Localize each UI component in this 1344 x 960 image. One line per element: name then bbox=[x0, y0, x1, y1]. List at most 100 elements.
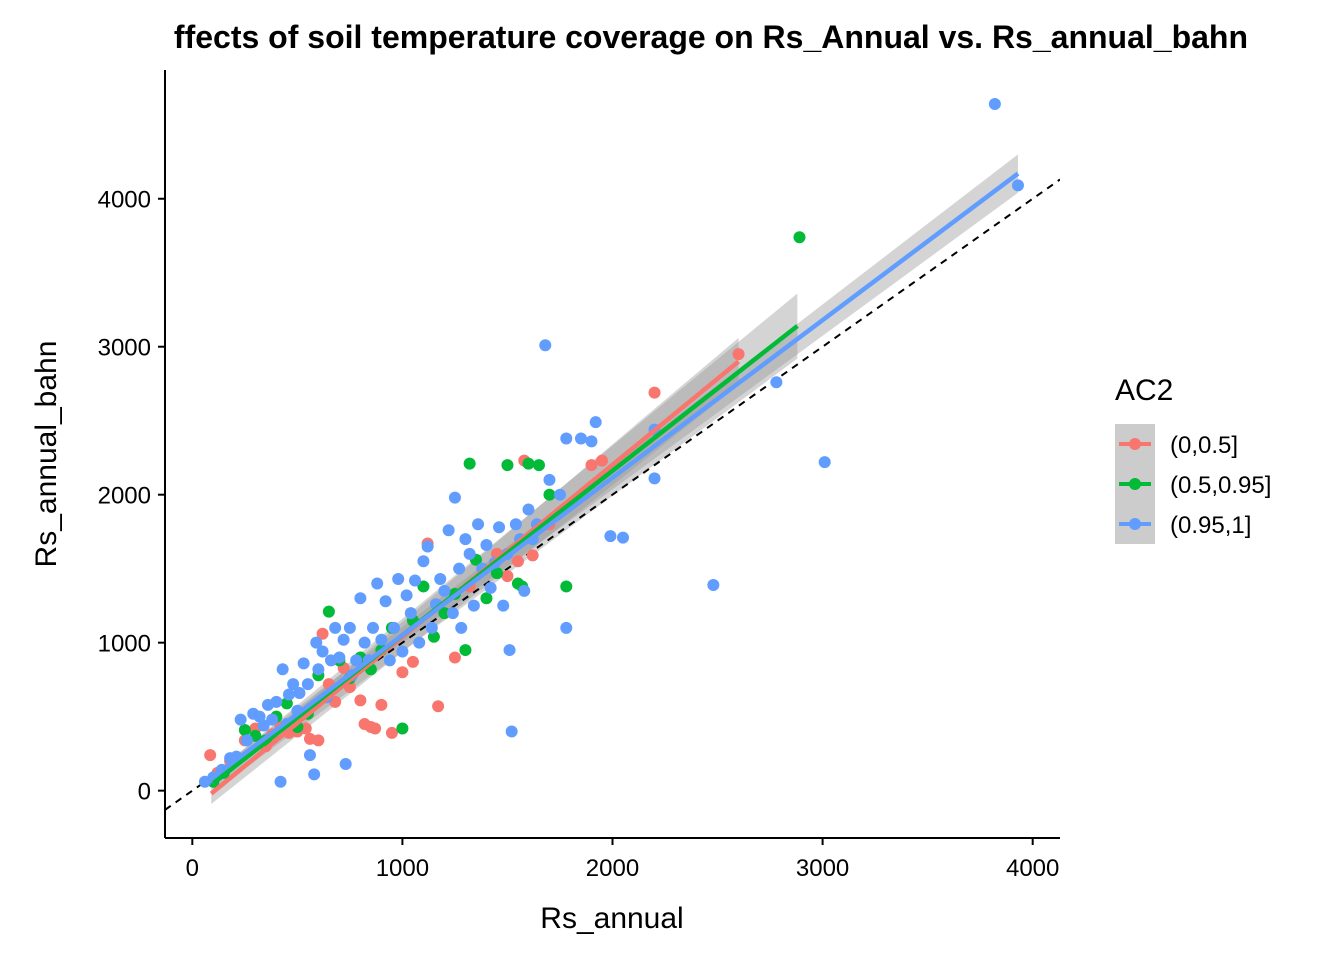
data-point bbox=[310, 636, 323, 649]
data-point bbox=[358, 636, 371, 649]
data-point bbox=[434, 573, 447, 586]
data-point bbox=[274, 775, 287, 788]
x-tick-label: 2000 bbox=[586, 855, 639, 882]
data-point bbox=[522, 457, 535, 470]
plot-area bbox=[165, 98, 1060, 811]
x-tick-label: 1000 bbox=[376, 855, 429, 882]
data-point bbox=[543, 488, 556, 501]
data-point bbox=[369, 722, 382, 735]
data-point bbox=[293, 686, 306, 699]
data-point bbox=[425, 621, 438, 634]
data-point bbox=[379, 595, 392, 608]
data-point bbox=[448, 651, 461, 664]
x-tick-label: 0 bbox=[186, 855, 199, 882]
data-point bbox=[375, 633, 388, 646]
data-point bbox=[337, 633, 350, 646]
data-point bbox=[560, 432, 573, 445]
y-tick-label: 1000 bbox=[98, 631, 151, 658]
data-point bbox=[505, 725, 518, 738]
data-point bbox=[493, 521, 506, 534]
data-point bbox=[413, 636, 426, 649]
data-point bbox=[595, 454, 608, 467]
data-point bbox=[480, 539, 493, 552]
points-layer bbox=[198, 98, 1024, 788]
data-point bbox=[480, 592, 493, 605]
data-point bbox=[432, 700, 445, 713]
data-point bbox=[453, 562, 466, 575]
data-point bbox=[459, 533, 472, 546]
data-point bbox=[388, 621, 401, 634]
data-point bbox=[257, 719, 270, 732]
data-point bbox=[648, 386, 661, 399]
data-point bbox=[501, 570, 514, 583]
data-point bbox=[333, 651, 346, 664]
data-point bbox=[354, 694, 367, 707]
legend-marker bbox=[1129, 518, 1141, 530]
data-point bbox=[270, 695, 283, 708]
data-point bbox=[818, 456, 831, 469]
data-point bbox=[282, 688, 295, 701]
data-point bbox=[442, 524, 455, 537]
y-tick-label: 3000 bbox=[98, 335, 151, 362]
data-point bbox=[707, 578, 720, 591]
data-point bbox=[400, 589, 413, 602]
data-point bbox=[287, 678, 300, 691]
legend-items: (0,0.5] (0.5,0.95] (0.95,1] bbox=[1115, 424, 1271, 544]
data-point bbox=[574, 432, 587, 445]
data-point bbox=[276, 663, 289, 676]
data-point bbox=[604, 530, 617, 543]
data-point bbox=[560, 580, 573, 593]
data-point bbox=[366, 621, 379, 634]
data-point bbox=[396, 666, 409, 679]
data-point bbox=[526, 549, 539, 562]
legend-marker bbox=[1129, 438, 1141, 450]
data-point bbox=[371, 577, 384, 590]
data-point bbox=[343, 621, 356, 634]
data-point bbox=[238, 723, 251, 736]
data-point bbox=[301, 678, 314, 691]
data-point bbox=[617, 531, 630, 544]
data-point bbox=[585, 435, 598, 448]
data-point bbox=[253, 710, 266, 723]
fit-lines-layer bbox=[203, 171, 1020, 796]
data-point bbox=[409, 574, 422, 587]
data-point bbox=[303, 749, 316, 762]
legend-label: (0,0.5] bbox=[1170, 432, 1238, 459]
data-point bbox=[501, 459, 514, 472]
data-point bbox=[448, 491, 461, 504]
data-point bbox=[240, 734, 253, 747]
data-point bbox=[1011, 179, 1024, 192]
data-point bbox=[543, 473, 556, 486]
data-point bbox=[518, 584, 531, 597]
data-point bbox=[490, 567, 503, 580]
data-point bbox=[396, 645, 409, 658]
data-point bbox=[417, 555, 430, 568]
data-point bbox=[297, 657, 310, 670]
data-point bbox=[511, 555, 524, 568]
data-point bbox=[553, 488, 566, 501]
data-point bbox=[266, 713, 279, 726]
fit-line bbox=[203, 171, 1020, 786]
data-point bbox=[354, 592, 367, 605]
data-point bbox=[484, 581, 497, 594]
data-point bbox=[793, 231, 806, 244]
data-point bbox=[406, 655, 419, 668]
data-point bbox=[329, 621, 342, 634]
data-point bbox=[463, 457, 476, 470]
data-point bbox=[383, 654, 396, 667]
y-axis-title: Rs_annual_bahn bbox=[30, 341, 63, 568]
data-point bbox=[648, 472, 661, 485]
fit-line bbox=[211, 324, 799, 786]
data-point bbox=[308, 768, 321, 781]
data-point bbox=[404, 607, 417, 620]
data-point bbox=[463, 547, 476, 560]
legend-title: AC2 bbox=[1115, 374, 1173, 407]
chart-title: ffects of soil temperature coverage on R… bbox=[174, 19, 1248, 55]
legend-label: (0.95,1] bbox=[1170, 512, 1251, 539]
data-point bbox=[770, 376, 783, 389]
data-point bbox=[532, 459, 545, 472]
y-tick-label: 4000 bbox=[98, 187, 151, 214]
data-point bbox=[988, 98, 1001, 111]
data-point bbox=[589, 416, 602, 429]
